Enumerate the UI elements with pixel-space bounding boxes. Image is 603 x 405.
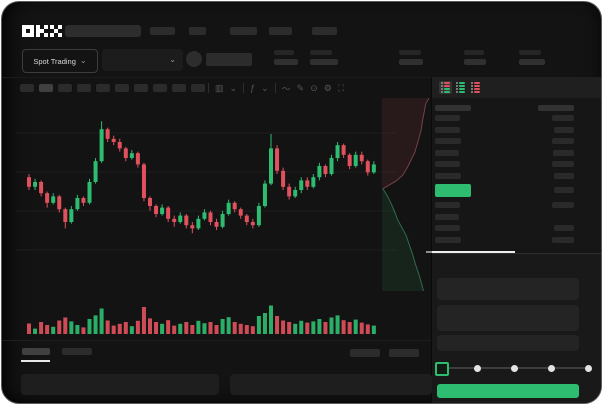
price-input[interactable]	[437, 278, 579, 300]
slider-step-dot[interactable]	[585, 365, 592, 372]
ask-price-placeholder	[435, 115, 460, 121]
book-bids-view-icon[interactable]	[454, 81, 467, 94]
bid-amount-placeholder	[552, 237, 574, 243]
search-input[interactable]	[65, 25, 141, 37]
stat-value-placeholder	[274, 59, 298, 65]
last-price-badge	[435, 184, 471, 197]
stat-value-placeholder	[519, 59, 545, 65]
candlestick-chart[interactable]	[16, 98, 396, 338]
orderbook-col-header	[538, 105, 574, 111]
timeframe-button[interactable]	[191, 84, 205, 92]
slider-step-dot[interactable]	[474, 365, 481, 372]
nav-item-placeholder[interactable]	[150, 27, 175, 35]
chart-settings-icon[interactable]: ⚙	[323, 82, 332, 93]
ask-amount-placeholder	[552, 138, 574, 144]
bid-price-placeholder	[435, 214, 459, 220]
stat-label-placeholder	[274, 50, 294, 55]
active-tab-underline	[432, 251, 515, 253]
total-input[interactable]	[437, 335, 579, 351]
timeframe-button[interactable]	[115, 84, 129, 92]
last-amount-placeholder	[554, 187, 574, 193]
stat-value-placeholder	[464, 59, 486, 65]
draw-tool-icon[interactable]: ✎	[296, 82, 305, 93]
bid-amount-placeholder	[552, 202, 574, 208]
amount-input[interactable]	[437, 305, 579, 331]
divider	[274, 83, 276, 93]
stat-value-placeholder	[399, 59, 423, 65]
stat-label-placeholder	[399, 50, 421, 55]
buy-submit-button[interactable]	[437, 384, 579, 398]
divider	[432, 253, 601, 254]
orderbook-col-header	[435, 105, 471, 111]
nav-item-placeholder[interactable]	[312, 27, 337, 35]
timeframe-button[interactable]	[153, 84, 167, 92]
ask-price-placeholder	[435, 138, 461, 144]
timeframe-button[interactable]	[58, 84, 72, 92]
line-style-icon[interactable]: 〜	[281, 83, 291, 94]
timeframe-button[interactable]	[77, 84, 91, 92]
chevron-down-icon: ⌄	[79, 56, 87, 65]
ask-price-placeholder	[435, 161, 460, 167]
stat-label-placeholder	[464, 50, 484, 55]
coin-icon	[186, 51, 202, 67]
bid-amount-placeholder	[554, 225, 574, 231]
screenshot-icon[interactable]: ⊙	[310, 82, 318, 93]
chart-range-control[interactable]	[350, 349, 380, 357]
stat-label-placeholder	[310, 50, 332, 55]
ask-price-placeholder	[435, 150, 459, 156]
market-type-dropdown[interactable]: Spot Trading ⌄	[22, 49, 98, 73]
nav-item-placeholder[interactable]	[269, 27, 292, 35]
timeframe-button[interactable]	[39, 84, 53, 92]
chart-range-control[interactable]	[389, 349, 419, 357]
depth-mid-price-marker	[426, 251, 432, 253]
divider	[243, 83, 245, 93]
nav-item-placeholder[interactable]	[230, 27, 257, 35]
chart-type-icon[interactable]: ▥	[215, 82, 224, 93]
market-type-label: Spot Trading	[33, 56, 76, 66]
chevron-down-icon[interactable]: ⌄	[229, 82, 238, 93]
last-price-placeholder	[206, 53, 252, 66]
orders-tab-placeholder[interactable]	[62, 348, 92, 355]
bid-price-placeholder	[435, 237, 461, 243]
divider	[431, 77, 432, 403]
ask-amount-placeholder	[554, 173, 574, 179]
ask-amount-placeholder	[553, 150, 574, 156]
divider	[2, 340, 432, 341]
book-split-view-icon[interactable]	[439, 81, 452, 94]
slider-step-dot[interactable]	[548, 365, 555, 372]
timeframe-button[interactable]	[134, 84, 148, 92]
slider-handle[interactable]	[435, 362, 449, 376]
divider	[2, 77, 601, 78]
orders-table-placeholder	[21, 374, 219, 395]
orders-active-tab-underline	[21, 360, 50, 362]
timeframe-button[interactable]	[172, 84, 186, 92]
orders-table-placeholder	[230, 374, 432, 395]
stat-value-placeholder	[310, 59, 338, 65]
fullscreen-icon[interactable]: ⛶	[337, 82, 345, 93]
ask-amount-placeholder	[554, 127, 574, 133]
ask-amount-placeholder	[552, 161, 574, 167]
ask-price-placeholder	[435, 173, 461, 179]
ask-amount-placeholder	[552, 115, 574, 121]
nav-item-placeholder[interactable]	[189, 27, 206, 35]
orders-tab-placeholder[interactable]	[22, 348, 50, 355]
bid-price-placeholder	[435, 202, 460, 208]
timeframe-button[interactable]	[96, 84, 110, 92]
chevron-down-icon[interactable]: ⌄	[261, 82, 269, 93]
stat-label-placeholder	[519, 50, 541, 55]
indicators-icon[interactable]: ƒ	[250, 83, 256, 93]
timeframe-button[interactable]	[20, 84, 34, 92]
okx-logo[interactable]	[22, 25, 64, 37]
book-asks-view-icon[interactable]	[469, 81, 482, 94]
bid-price-placeholder	[435, 225, 460, 231]
pair-dropdown[interactable]: ⌄	[102, 49, 183, 71]
chart-tools: ▥ ⌄ ƒ ⌄ 〜 ✎ ⊙ ⚙ ⛶	[208, 80, 344, 96]
chevron-down-icon: ⌄	[169, 55, 176, 64]
slider-step-dot[interactable]	[511, 365, 518, 372]
divider	[208, 83, 209, 93]
depth-chart[interactable]	[382, 98, 429, 291]
ask-price-placeholder	[435, 127, 460, 133]
